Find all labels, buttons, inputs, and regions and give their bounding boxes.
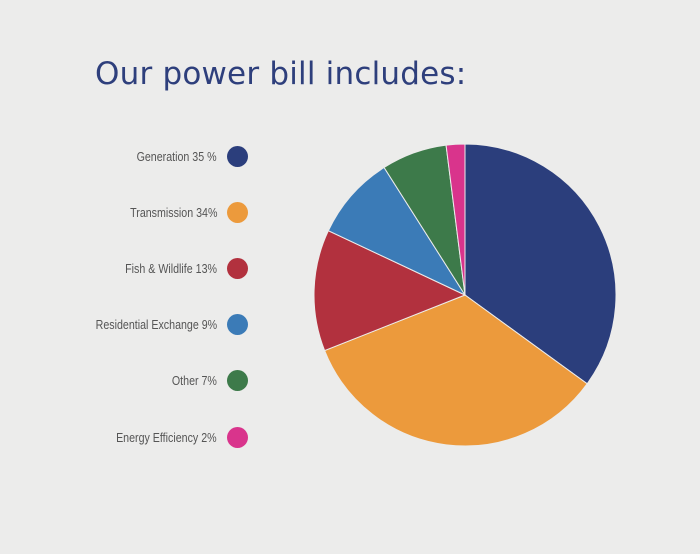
legend-swatch <box>227 426 248 448</box>
legend-label: Transmission 34% <box>129 204 217 220</box>
legend-item: Generation 35 % <box>119 145 248 167</box>
chart-legend: Generation 35 % Transmission 34% Fish & Wi… <box>0 0 300 554</box>
legend-item: Other 7% <box>162 370 248 392</box>
pie-slice-fish-wildlife <box>313 230 467 352</box>
pie-slice-residential-exchange <box>327 166 467 297</box>
legend-swatch <box>227 145 248 167</box>
legend-item: Transmission 34% <box>111 201 248 223</box>
legend-swatch <box>227 257 248 279</box>
chart-title: Our power bill includes: <box>95 56 467 92</box>
legend-label: Other 7% <box>171 373 217 389</box>
legend-item: Fish & Wildlife 13% <box>105 257 248 279</box>
pie-slice-energy-efficiency <box>445 143 466 296</box>
legend-label: Residential Exchange 9% <box>95 317 217 333</box>
pie-slice-transmission <box>323 294 588 447</box>
legend-item: Energy Efficiency 2% <box>94 426 248 448</box>
legend-label: Energy Efficiency 2% <box>116 429 217 445</box>
pie-slice-generation <box>464 143 617 385</box>
legend-swatch <box>227 201 248 223</box>
legend-swatch <box>227 314 248 336</box>
legend-label: Generation 35 % <box>136 148 217 164</box>
legend-swatch <box>227 370 248 392</box>
legend-item: Residential Exchange 9% <box>69 314 248 336</box>
legend-label: Fish & Wildlife 13% <box>125 260 217 276</box>
